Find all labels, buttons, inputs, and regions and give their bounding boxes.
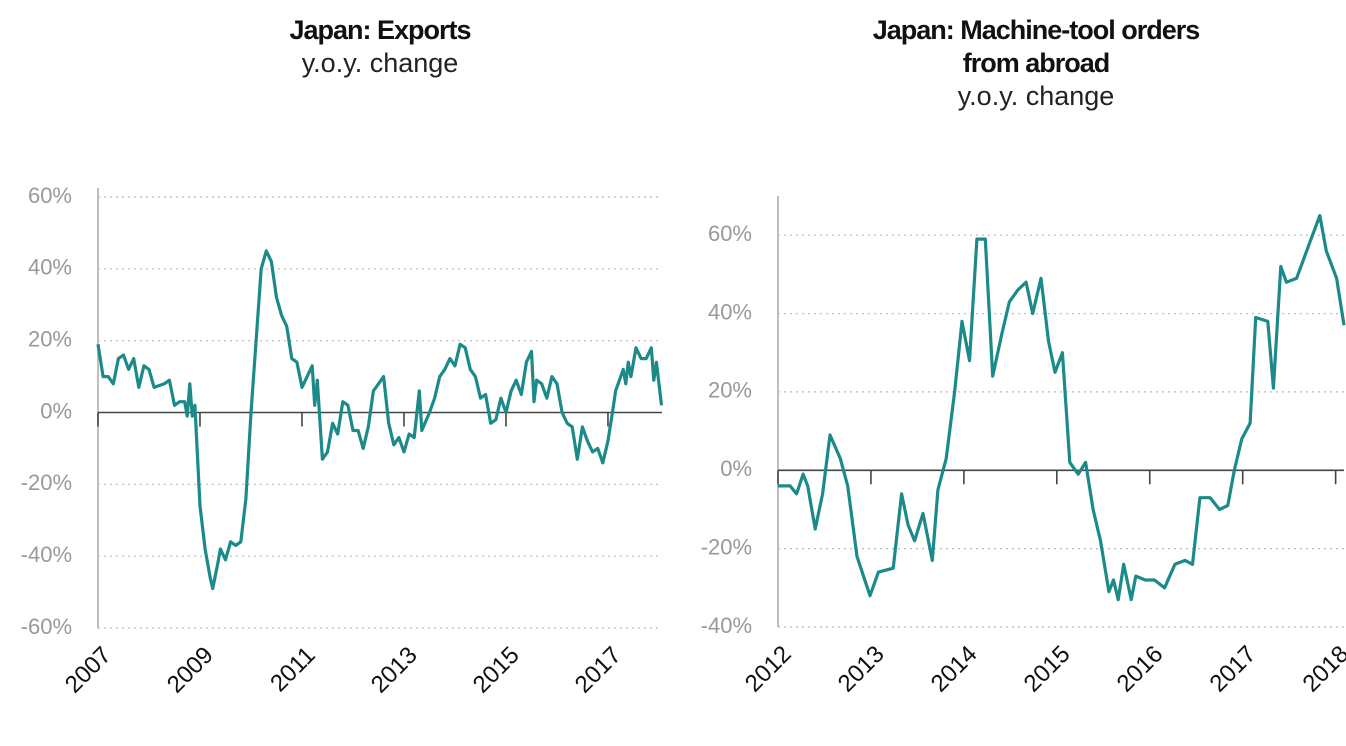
title-block: Japan: Machine-tool orders from abroad y… [856,14,1216,113]
x-tick-label: 2013 [366,642,423,699]
y-tick-label: -40% [21,542,72,567]
chart-title: Japan: Exports [289,15,471,45]
y-tick-label: 20% [708,378,752,403]
x-tick-label: 2016 [1112,641,1169,698]
y-tick-label: 0% [40,398,72,423]
x-tick-label: 2011 [265,642,321,698]
x-tick-label: 2012 [740,641,797,698]
title-block: Japan: Exports y.o.y. change [200,14,560,80]
chart-title: Japan: Machine-tool orders from abroad [872,15,1201,78]
x-tick-label: 2015 [468,642,525,699]
x-tick-label: 2015 [1019,641,1076,698]
x-tick-label: 2014 [926,641,983,698]
data-line [778,214,1346,602]
y-tick-label: 0% [720,456,752,481]
y-tick-label: 20% [28,326,72,351]
x-tick-label: 2017 [1205,641,1262,698]
x-tick-label: 2017 [570,642,627,699]
chart-subtitle: y.o.y. change [957,81,1115,111]
chart-subtitle: y.o.y. change [301,48,459,78]
y-tick-label: -40% [701,613,752,638]
y-tick-label: 40% [708,299,752,324]
x-tick-label: 2007 [60,642,117,699]
x-tick-label: 2018 [1298,641,1346,698]
data-line [96,249,664,591]
y-tick-label: -60% [21,614,72,639]
y-tick-label: -20% [21,470,72,495]
x-tick-label: 2013 [833,641,890,698]
x-tick-label: 2009 [162,642,219,699]
y-tick-label: 60% [708,221,752,246]
y-tick-label: 60% [28,183,72,208]
y-tick-label: 40% [28,255,72,280]
y-tick-label: -20% [701,534,752,559]
